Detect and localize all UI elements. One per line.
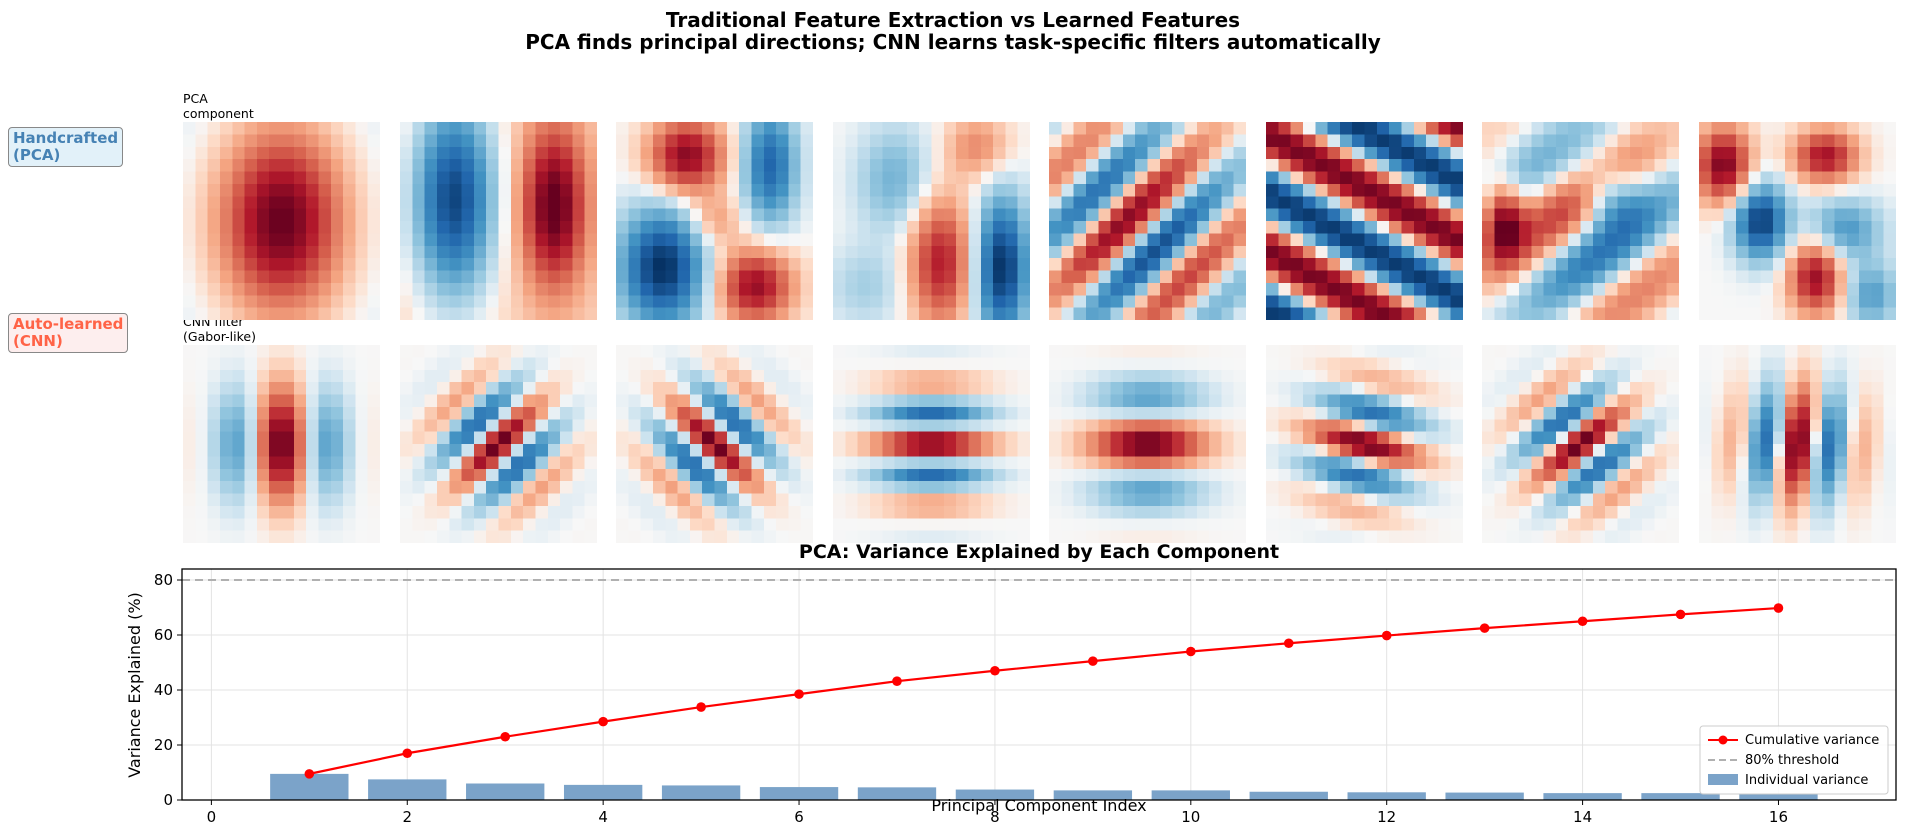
variance-bar bbox=[1347, 792, 1426, 800]
x-tick-label: 2 bbox=[402, 808, 412, 825]
x-tick-label: 10 bbox=[1181, 808, 1200, 825]
figure-title-line1: Traditional Feature Extraction vs Learne… bbox=[665, 8, 1241, 32]
pca-component-5 bbox=[1049, 122, 1246, 320]
row-label-cnn-line2: (CNN) bbox=[13, 332, 63, 350]
variance-bar bbox=[759, 787, 839, 800]
pca-component-4 bbox=[833, 122, 1030, 320]
cumulative-point bbox=[1381, 630, 1392, 641]
cnn-filter-2 bbox=[400, 345, 597, 543]
legend-marker-cumulative bbox=[1718, 735, 1728, 745]
cumulative-line-path bbox=[309, 606, 1779, 775]
x-tick-label: 14 bbox=[1573, 808, 1592, 825]
cumulative-point bbox=[892, 676, 902, 686]
legend-swatch-individual bbox=[1708, 774, 1738, 785]
cumulative-point bbox=[500, 731, 511, 742]
variance-bar bbox=[1543, 793, 1622, 800]
variance-bar bbox=[1053, 790, 1133, 800]
cnn-filter-3 bbox=[616, 345, 813, 543]
cumulative-point bbox=[1479, 623, 1490, 633]
cumulative-point bbox=[794, 689, 804, 699]
cnn-filter-8 bbox=[1699, 345, 1896, 543]
x-tick-label: 0 bbox=[207, 808, 217, 825]
axis-ticks: 0 2 4 6 8 10 12 14 16 0 20 40 60 80 bbox=[154, 571, 1788, 825]
x-tick-label: 8 bbox=[990, 808, 1000, 825]
cnn-filter-7 bbox=[1482, 345, 1679, 543]
row-label-cnn: Auto-learned (CNN) bbox=[8, 313, 129, 353]
variance-bar bbox=[955, 789, 1035, 800]
chart-grid bbox=[182, 569, 1896, 801]
y-tick-label: 80 bbox=[154, 571, 173, 589]
y-tick-label: 20 bbox=[154, 736, 173, 754]
cumulative-point bbox=[598, 716, 608, 727]
x-tick-label: 4 bbox=[598, 808, 608, 825]
pca-component-3 bbox=[616, 122, 813, 320]
pca-caption-line1: PCA bbox=[183, 91, 208, 106]
x-tick-label: 12 bbox=[1377, 808, 1396, 825]
variance-bar bbox=[1641, 793, 1720, 800]
legend-label-cumulative: Cumulative variance bbox=[1745, 733, 1879, 748]
cumulative-point bbox=[1283, 638, 1294, 649]
chart-title: PCA: Variance Explained by Each Componen… bbox=[799, 541, 1279, 563]
cnn-filter-4 bbox=[833, 345, 1030, 543]
cnn-caption-line2: (Gabor-like) bbox=[183, 329, 256, 344]
cumulative-point bbox=[1773, 603, 1784, 613]
row-label-pca-line2: (PCA) bbox=[13, 146, 61, 164]
variance-bar bbox=[1445, 792, 1524, 800]
chart-legend: Cumulative variance 80% threshold Indivi… bbox=[1699, 725, 1889, 795]
cnn-filter-1 bbox=[183, 345, 380, 543]
variance-bar bbox=[563, 784, 643, 800]
variance-bar bbox=[368, 779, 447, 800]
legend-frame bbox=[1699, 725, 1889, 795]
x-axis-label: Principal Component Index bbox=[931, 796, 1146, 815]
plot-frame bbox=[181, 568, 1897, 801]
legend-label-threshold: 80% threshold bbox=[1745, 753, 1839, 768]
figure-title-line2: PCA finds principal directions; CNN lear… bbox=[525, 30, 1381, 54]
x-tick-label: 6 bbox=[794, 808, 804, 825]
y-tick-label: 60 bbox=[154, 626, 173, 644]
row-label-cnn-line1: Auto-learned bbox=[13, 315, 124, 333]
pca-component-6 bbox=[1266, 122, 1463, 320]
legend-label-individual: Individual variance bbox=[1745, 773, 1868, 788]
variance-bar bbox=[466, 783, 545, 800]
cumulative-point bbox=[1675, 609, 1686, 620]
cumulative-point bbox=[990, 665, 1000, 676]
cnn-filter-5 bbox=[1049, 345, 1246, 543]
pca-caption: PCA component bbox=[183, 91, 254, 121]
row-label-pca-line1: Handcrafted bbox=[13, 129, 119, 147]
pca-component-2 bbox=[400, 122, 597, 320]
cumulative-point bbox=[1577, 616, 1588, 627]
variance-bar bbox=[661, 785, 741, 800]
variance-chart: PCA: Variance Explained by Each Componen… bbox=[125, 541, 1897, 825]
variance-bar bbox=[1249, 791, 1328, 800]
pca-component-1 bbox=[183, 122, 380, 320]
y-axis-label: Variance Explained (%) bbox=[125, 592, 144, 778]
variance-bar bbox=[1151, 790, 1230, 800]
variance-bar bbox=[857, 787, 937, 800]
cumulative-point bbox=[402, 748, 413, 759]
cumulative-point bbox=[304, 769, 315, 779]
x-tick-label: 16 bbox=[1769, 808, 1788, 825]
cnn-filter-6 bbox=[1266, 345, 1463, 543]
y-tick-label: 0 bbox=[163, 791, 173, 809]
variance-bar bbox=[1739, 793, 1818, 800]
y-tick-label: 40 bbox=[154, 681, 173, 699]
cumulative-variance-line bbox=[304, 603, 1784, 779]
pca-component-8 bbox=[1699, 122, 1896, 320]
cumulative-point bbox=[1186, 646, 1196, 657]
pca-component-7 bbox=[1482, 122, 1679, 320]
pca-caption-line2: component bbox=[183, 106, 254, 121]
cumulative-point bbox=[696, 702, 706, 712]
cumulative-point bbox=[1088, 656, 1098, 666]
row-label-pca: Handcrafted (PCA) bbox=[8, 127, 124, 167]
individual-variance-bars bbox=[270, 773, 1818, 800]
